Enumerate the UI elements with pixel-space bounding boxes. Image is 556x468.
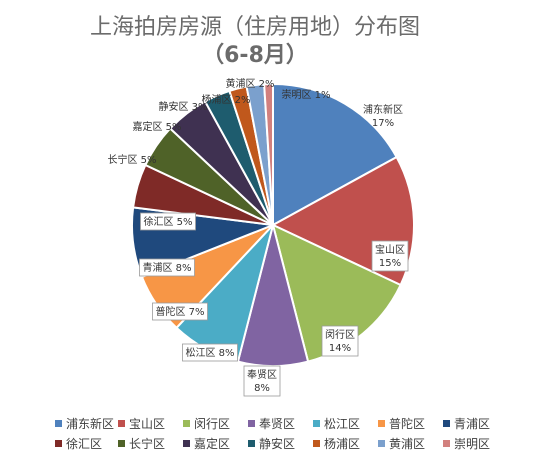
legend-label: 松江区: [324, 417, 360, 431]
legend-swatch: [118, 420, 125, 427]
slice-label-box: [140, 212, 196, 231]
slice-label-text: 静安区 3%: [158, 100, 207, 113]
slice-label: 长宁区 5%: [107, 153, 156, 166]
legend-swatch: [378, 440, 385, 447]
slice-label-box: [321, 325, 359, 357]
slice-label: 静安区 3%: [158, 100, 207, 113]
slice-label: 崇明区 1%: [281, 89, 330, 101]
slice-label-text: 闵行区 14%: [325, 328, 355, 354]
legend-label: 静安区: [259, 436, 295, 451]
slice-label-box: [152, 302, 208, 321]
legend-item: 浦东新区: [55, 416, 114, 431]
slice-label-text: 崇明区 1%: [281, 89, 330, 101]
slice-label: 宝山区 15%: [371, 240, 409, 272]
legend-swatch: [443, 440, 450, 447]
chart-title: 上海拍房房源（住房用地）分布图: [90, 15, 420, 40]
slice-label: 浦东新区 17%: [363, 103, 403, 129]
legend-swatch: [118, 440, 125, 447]
legend-label: 宝山区: [129, 417, 165, 431]
legend-item: 长宁区: [118, 436, 165, 451]
legend-item: 闵行区: [183, 416, 230, 431]
slice-label-text: 奉贤区 8%: [247, 368, 277, 394]
slice-label-text: 长宁区 5%: [107, 153, 156, 166]
legend-label: 青浦区: [454, 417, 490, 431]
slice-label-text: 浦东新区 17%: [363, 103, 403, 129]
slice-label: 杨浦区 2%: [201, 93, 250, 106]
legend-swatch: [313, 420, 320, 427]
legend-item: 杨浦区: [313, 436, 360, 451]
pie-slice: [263, 82, 274, 226]
slice-label-text: 松江区 8%: [185, 346, 234, 359]
legend-label: 奉贤区: [259, 417, 295, 431]
slice-label-text: 嘉定区 5%: [132, 120, 181, 133]
legend-label: 普陀区: [389, 416, 425, 431]
slice-label-text: 杨浦区 2%: [201, 93, 250, 106]
chart-subtitle: （6-8月）: [202, 43, 308, 68]
legend-item: 嘉定区: [183, 436, 230, 451]
slice-label: 黄浦区 2%: [225, 77, 274, 90]
slice-label: 嘉定区 5%: [132, 120, 181, 133]
legend-swatch: [248, 440, 255, 447]
legend-swatch: [183, 440, 190, 447]
legend-swatch: [313, 440, 320, 447]
legend-swatch: [55, 420, 62, 427]
slice-label-box: [139, 258, 195, 277]
legend-label: 闵行区: [194, 416, 230, 431]
legend-item: 普陀区: [378, 416, 425, 431]
legend-swatch: [443, 420, 450, 427]
legend-item: 奉贤区: [248, 417, 295, 431]
legend-label: 长宁区: [129, 436, 165, 451]
slice-labels: 浦东新区 17% 宝山区 15% 闵行区 14% 奉贤区 8% 松江区 8% 普陀区 7% 青浦区 …: [107, 77, 409, 397]
slice-label: 奉贤区 8%: [243, 365, 281, 397]
legend-item: 黄浦区: [378, 437, 425, 451]
slice-label-box: [243, 365, 281, 397]
slice-label-box: [182, 343, 238, 362]
legend-swatch: [378, 420, 385, 427]
legend-item: 崇明区: [443, 437, 490, 451]
slice-label: 普陀区 7%: [152, 302, 208, 321]
slice-label-text: 黄浦区 2%: [225, 77, 274, 90]
slice-label-text: 徐汇区 5%: [143, 215, 192, 228]
legend-label: 杨浦区: [324, 436, 360, 451]
slice-label-text: 宝山区 15%: [375, 243, 405, 269]
slice-label: 闵行区 14%: [321, 325, 359, 357]
slice-label-text: 普陀区 7%: [155, 305, 204, 318]
pie-slice: [271, 223, 402, 363]
slice-label: 徐汇区 5%: [140, 212, 196, 231]
legend-swatch: [55, 440, 62, 447]
pie-slice: [272, 82, 398, 227]
legend-label: 崇明区: [454, 437, 490, 451]
legend-item: 宝山区: [118, 417, 165, 431]
legend-label: 嘉定区: [194, 436, 230, 451]
legend-swatch: [248, 420, 255, 427]
slice-label-box: [371, 240, 409, 272]
legend-swatch: [183, 420, 190, 427]
legend-label: 浦东新区: [66, 416, 114, 431]
slice-label: 青浦区 8%: [139, 258, 195, 277]
legend-item: 静安区: [248, 436, 295, 451]
legend-item: 青浦区: [443, 417, 490, 431]
slice-label: 松江区 8%: [182, 343, 238, 362]
legend-label: 黄浦区: [389, 437, 425, 451]
legend-label: 徐汇区: [66, 436, 102, 451]
legend-item: 徐汇区: [55, 436, 102, 451]
legend-item: 松江区: [313, 417, 360, 431]
slice-label-text: 青浦区 8%: [142, 261, 191, 274]
